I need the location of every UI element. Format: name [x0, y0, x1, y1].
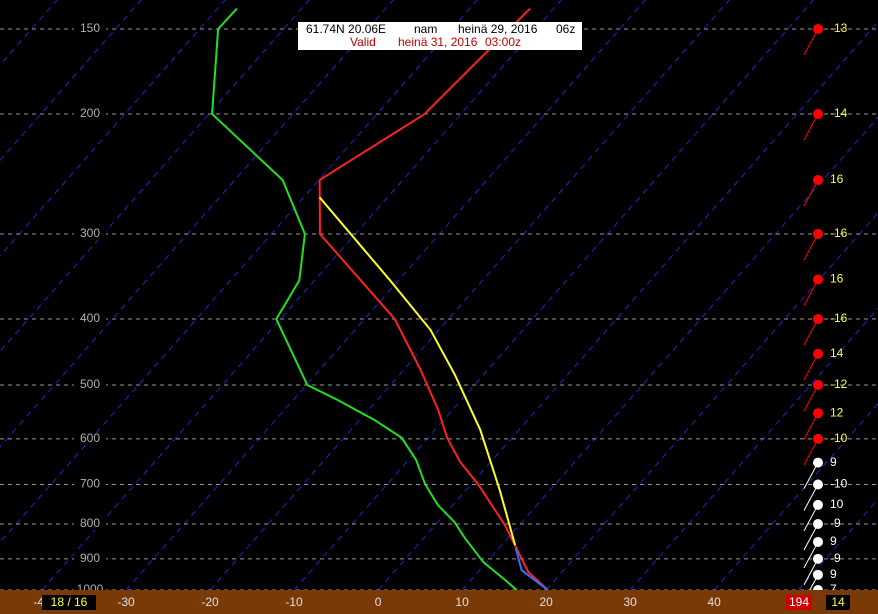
pressure-label-bg: [74, 584, 106, 590]
pressure-label: 700: [80, 477, 100, 491]
wind-marker: [813, 519, 823, 530]
pressure-label-bg: [74, 227, 106, 240]
wind-label: 16: [830, 172, 844, 186]
wind-marker: [813, 314, 823, 325]
wind-label: 10: [830, 497, 844, 511]
wind-label: -10: [830, 431, 848, 445]
wind-label: 9: [830, 534, 837, 548]
wind-label: 9: [830, 567, 837, 581]
isotherm: [0, 0, 310, 353]
wind-marker: [813, 569, 823, 580]
profile-line: [514, 547, 549, 590]
wind-label: -16: [830, 311, 848, 325]
pressure-label: 600: [80, 431, 100, 445]
pressure-label: 1000: [77, 582, 104, 596]
x-tick-label: 10: [455, 595, 469, 609]
wind-label: 7: [830, 582, 837, 596]
isotherm: [0, 0, 478, 544]
bottom-bar: [0, 590, 878, 614]
x-tick-label: 30: [623, 595, 637, 609]
wind-marker: [813, 274, 823, 285]
wind-label: 16: [830, 272, 844, 286]
pressure-label: 400: [80, 311, 100, 325]
wind-marker: [813, 380, 823, 391]
pressure-label-bg: [74, 552, 106, 565]
wind-marker: [813, 348, 823, 359]
pressure-label-bg: [74, 478, 106, 491]
profile-line: [318, 7, 549, 590]
grid: 150 200 300 400 500 600 700 800 900 1000: [0, 0, 878, 596]
wind-marker: [813, 228, 823, 239]
profiles: [211, 7, 549, 590]
header-text: nam: [414, 22, 437, 36]
pressure-label: 300: [80, 226, 100, 240]
box-black-label: 14: [831, 595, 845, 609]
header-box: [298, 22, 582, 50]
wind-label: -9: [830, 551, 841, 565]
x-tick-label: -20: [201, 595, 219, 609]
pressure-label: 500: [80, 377, 100, 391]
isotherm: [0, 0, 394, 448]
x-tick-label: -10: [285, 595, 303, 609]
wind-marker: [813, 479, 823, 490]
header-text: heinä 31, 2016: [398, 35, 478, 49]
header-text: 03:00z: [485, 35, 521, 49]
wind-label: -14: [830, 106, 848, 120]
pressure-label-bg: [74, 22, 106, 35]
wind-marker: [813, 175, 823, 186]
wind-marker: [813, 457, 823, 468]
x-tick-label: -30: [117, 595, 135, 609]
pressure-label: 800: [80, 516, 100, 530]
wind-label: 9: [830, 455, 837, 469]
wind-marker: [813, 109, 823, 120]
isotherm: [0, 0, 226, 257]
isotherm: [209, 0, 730, 590]
header-text: 61.74N 20.06E: [306, 22, 386, 36]
wind-label: -12: [830, 377, 848, 391]
isotherm: [41, 0, 562, 590]
box-black: [826, 595, 850, 610]
wind-label: 14: [830, 346, 844, 360]
wind-label: -16: [830, 226, 848, 240]
pressure-label-bg: [74, 108, 106, 121]
pressure-label: 900: [80, 551, 100, 565]
wind-label: -10: [830, 477, 848, 491]
header-text: heinä 29, 2016: [458, 22, 538, 36]
pressure-label-bg: [74, 432, 106, 445]
x-tick-label: 0: [375, 595, 382, 609]
pressure-label-bg: [74, 518, 106, 531]
surface-box: [42, 595, 96, 610]
profile-line: [211, 7, 518, 590]
profile-line: [318, 196, 517, 546]
isotherm: [293, 0, 814, 590]
isotherm: [0, 0, 142, 162]
wind-marker: [813, 433, 823, 444]
isotherm: [377, 21, 878, 590]
wind-label: 12: [830, 405, 844, 419]
wind-marker: [813, 553, 823, 564]
wind-label: -9: [830, 516, 841, 530]
wind-label: -13: [830, 21, 848, 35]
pressure-label: 200: [80, 106, 100, 120]
wind-marker: [813, 408, 823, 419]
x-tick-label: 40: [707, 595, 721, 609]
box-red-label: 194: [789, 595, 809, 609]
pressure-label-bg: [74, 379, 106, 392]
x-tick-label: 20: [539, 595, 553, 609]
wind-marker: [813, 499, 823, 510]
header-text: 06z: [556, 22, 575, 36]
header-text: Valid: [350, 35, 376, 49]
surface-label: 18 / 16: [51, 595, 88, 609]
pressure-label-bg: [74, 313, 106, 326]
pressure-label: 150: [80, 21, 100, 35]
wind-marker: [813, 536, 823, 547]
wind-marker: [813, 23, 823, 34]
header: 61.74N 20.06E nam heinä 29, 2016 06z Valid he…: [306, 22, 575, 49]
box-red: [786, 595, 812, 610]
isotherm: [125, 0, 646, 590]
